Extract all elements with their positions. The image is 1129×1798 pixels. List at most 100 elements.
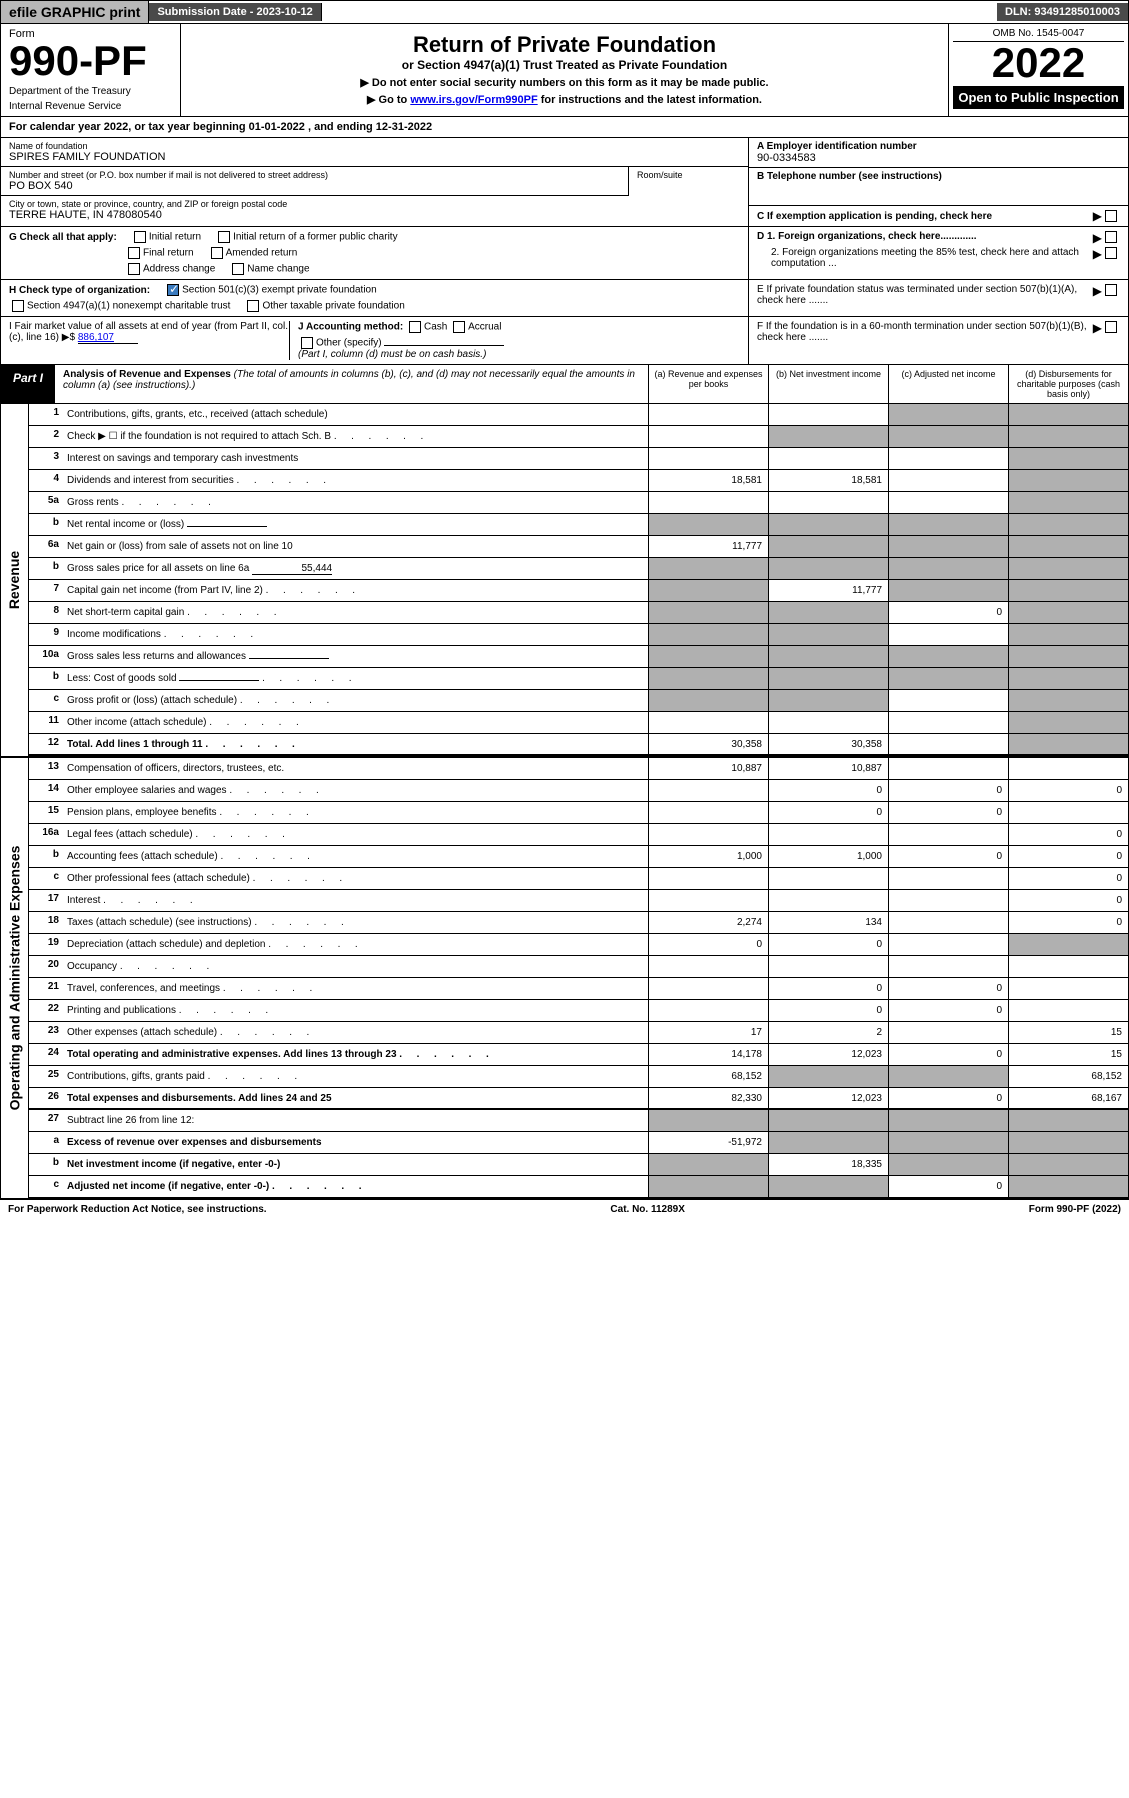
table-row: b Accounting fees (attach schedule) . . … bbox=[29, 846, 1128, 868]
table-row: 20 Occupancy . . . . . . bbox=[29, 956, 1128, 978]
addr-label: Number and street (or P.O. box number if… bbox=[9, 170, 620, 180]
h-label: H Check type of organization: bbox=[9, 285, 150, 296]
form-header: Form 990-PF Department of the Treasury I… bbox=[0, 24, 1129, 117]
expenses-label: Operating and Administrative Expenses bbox=[1, 758, 29, 1198]
c-checkbox[interactable] bbox=[1105, 210, 1117, 222]
page-footer: For Paperwork Reduction Act Notice, see … bbox=[0, 1199, 1129, 1219]
table-row: 6a Net gain or (loss) from sale of asset… bbox=[29, 536, 1128, 558]
table-row: 19 Depreciation (attach schedule) and de… bbox=[29, 934, 1128, 956]
form990pf-link[interactable]: www.irs.gov/Form990PF bbox=[410, 94, 537, 106]
revenue-label: Revenue bbox=[1, 404, 29, 756]
g-name-change[interactable] bbox=[232, 263, 244, 275]
footer-left: For Paperwork Reduction Act Notice, see … bbox=[8, 1204, 267, 1215]
table-row: c Other professional fees (attach schedu… bbox=[29, 868, 1128, 890]
name-label: Name of foundation bbox=[9, 141, 740, 151]
form-title: Return of Private Foundation bbox=[189, 32, 940, 58]
foundation-address: PO BOX 540 bbox=[9, 180, 620, 192]
table-row: 16a Legal fees (attach schedule) . . . .… bbox=[29, 824, 1128, 846]
form-number: 990-PF bbox=[9, 40, 172, 82]
dept-treasury: Department of the Treasury bbox=[9, 86, 172, 97]
g-check-row: G Check all that apply: Initial return I… bbox=[0, 227, 1129, 280]
c-exemption-label: C If exemption application is pending, c… bbox=[757, 211, 1093, 222]
form-subtitle: or Section 4947(a)(1) Trust Treated as P… bbox=[189, 58, 940, 72]
table-row: 25 Contributions, gifts, grants paid . .… bbox=[29, 1066, 1128, 1088]
g-label: G Check all that apply: bbox=[9, 232, 117, 243]
f-checkbox[interactable] bbox=[1105, 321, 1117, 333]
i-label: I Fair market value of all assets at end… bbox=[9, 321, 288, 343]
g-amended[interactable] bbox=[211, 247, 223, 259]
tax-year: 2022 bbox=[953, 42, 1124, 84]
table-row: 24 Total operating and administrative ex… bbox=[29, 1044, 1128, 1066]
d1-checkbox[interactable] bbox=[1105, 231, 1117, 243]
efile-print-button[interactable]: efile GRAPHIC print bbox=[1, 1, 149, 23]
foundation-name: SPIRES FAMILY FOUNDATION bbox=[9, 151, 740, 163]
table-row: b Net rental income or (loss) bbox=[29, 514, 1128, 536]
table-row: a Excess of revenue over expenses and di… bbox=[29, 1132, 1128, 1154]
part-1-header: Part I Analysis of Revenue and Expenses … bbox=[0, 365, 1129, 404]
table-row: 12 Total. Add lines 1 through 11 . . . .… bbox=[29, 734, 1128, 756]
table-row: b Gross sales price for all assets on li… bbox=[29, 558, 1128, 580]
table-row: 22 Printing and publications . . . . . .… bbox=[29, 1000, 1128, 1022]
d2-checkbox[interactable] bbox=[1105, 247, 1117, 259]
table-row: c Adjusted net income (if negative, ente… bbox=[29, 1176, 1128, 1198]
table-row: 26 Total expenses and disbursements. Add… bbox=[29, 1088, 1128, 1110]
table-row: 23 Other expenses (attach schedule) . . … bbox=[29, 1022, 1128, 1044]
instruction-2: ▶ Go to www.irs.gov/Form990PF for instru… bbox=[189, 93, 940, 106]
city-label: City or town, state or province, country… bbox=[9, 199, 740, 209]
table-row: 14 Other employee salaries and wages . .… bbox=[29, 780, 1128, 802]
instruction-1: ▶ Do not enter social security numbers o… bbox=[189, 76, 940, 89]
calendar-year-line: For calendar year 2022, or tax year begi… bbox=[0, 117, 1129, 138]
table-row: 7 Capital gain net income (from Part IV,… bbox=[29, 580, 1128, 602]
col-d-header: (d) Disbursements for charitable purpose… bbox=[1008, 365, 1128, 403]
table-row: 18 Taxes (attach schedule) (see instruct… bbox=[29, 912, 1128, 934]
phone-label: B Telephone number (see instructions) bbox=[757, 171, 1120, 182]
col-b-header: (b) Net investment income bbox=[768, 365, 888, 403]
submission-date: Submission Date - 2023-10-12 bbox=[149, 3, 321, 21]
irs-label: Internal Revenue Service bbox=[9, 101, 172, 112]
e-checkbox[interactable] bbox=[1105, 284, 1117, 296]
ein-value: 90-0334583 bbox=[757, 152, 1120, 164]
table-row: 11 Other income (attach schedule) . . . … bbox=[29, 712, 1128, 734]
part-1-tab: Part I bbox=[1, 365, 55, 403]
h-4947[interactable] bbox=[12, 300, 24, 312]
g-initial-former[interactable] bbox=[218, 231, 230, 243]
table-row: 10a Gross sales less returns and allowan… bbox=[29, 646, 1128, 668]
g-initial-return[interactable] bbox=[134, 231, 146, 243]
g-final-return[interactable] bbox=[128, 247, 140, 259]
ein-label: A Employer identification number bbox=[757, 141, 1120, 152]
table-row: 15 Pension plans, employee benefits . . … bbox=[29, 802, 1128, 824]
h-other-taxable[interactable] bbox=[247, 300, 259, 312]
table-row: 17 Interest . . . . . . 0 bbox=[29, 890, 1128, 912]
top-bar: efile GRAPHIC print Submission Date - 20… bbox=[0, 0, 1129, 24]
g-address-change[interactable] bbox=[128, 263, 140, 275]
h-check-row: H Check type of organization: Section 50… bbox=[0, 280, 1129, 317]
foundation-city: TERRE HAUTE, IN 478080540 bbox=[9, 209, 740, 221]
table-row: 4 Dividends and interest from securities… bbox=[29, 470, 1128, 492]
j-note: (Part I, column (d) must be on cash basi… bbox=[298, 349, 740, 360]
footer-right: Form 990-PF (2022) bbox=[1029, 1204, 1121, 1215]
table-row: 21 Travel, conferences, and meetings . .… bbox=[29, 978, 1128, 1000]
table-row: 5a Gross rents . . . . . . bbox=[29, 492, 1128, 514]
table-row: 13 Compensation of officers, directors, … bbox=[29, 758, 1128, 780]
open-to-public: Open to Public Inspection bbox=[953, 86, 1124, 109]
i-value[interactable]: 886,107 bbox=[78, 332, 138, 344]
table-row: 8 Net short-term capital gain . . . . . … bbox=[29, 602, 1128, 624]
col-a-header: (a) Revenue and expenses per books bbox=[648, 365, 768, 403]
j-cash[interactable] bbox=[409, 321, 421, 333]
i-j-row: I Fair market value of all assets at end… bbox=[0, 317, 1129, 365]
table-row: c Gross profit or (loss) (attach schedul… bbox=[29, 690, 1128, 712]
j-accrual[interactable] bbox=[453, 321, 465, 333]
table-row: 1 Contributions, gifts, grants, etc., re… bbox=[29, 404, 1128, 426]
table-row: b Less: Cost of goods sold . . . . . . bbox=[29, 668, 1128, 690]
j-label: J Accounting method: bbox=[298, 322, 403, 333]
dln: DLN: 93491285010003 bbox=[997, 3, 1128, 21]
table-row: 27 Subtract line 26 from line 12: bbox=[29, 1110, 1128, 1132]
room-label: Room/suite bbox=[637, 170, 740, 180]
table-row: 9 Income modifications . . . . . . bbox=[29, 624, 1128, 646]
foundation-info: Name of foundation SPIRES FAMILY FOUNDAT… bbox=[0, 138, 1129, 227]
h-501c3[interactable] bbox=[167, 284, 179, 296]
table-row: b Net investment income (if negative, en… bbox=[29, 1154, 1128, 1176]
table-row: 2 Check ▶ ☐ if the foundation is not req… bbox=[29, 426, 1128, 448]
col-c-header: (c) Adjusted net income bbox=[888, 365, 1008, 403]
j-other[interactable] bbox=[301, 337, 313, 349]
